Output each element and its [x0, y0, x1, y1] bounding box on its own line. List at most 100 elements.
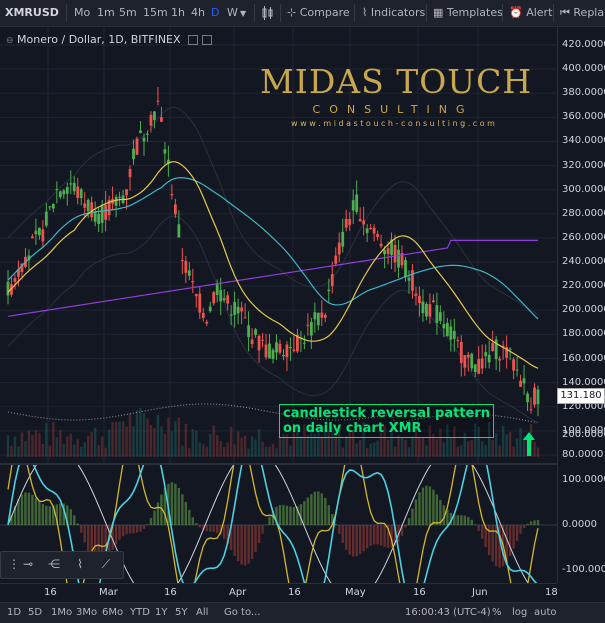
interval-15m[interactable]: 15m — [143, 6, 168, 19]
volume-bar — [411, 436, 413, 457]
volume-bar — [505, 434, 507, 457]
candle-body — [334, 256, 337, 264]
volume-bar — [160, 427, 162, 457]
volume-bar — [247, 449, 249, 457]
horizontal-line-icon[interactable]: ⊸ — [19, 555, 37, 573]
interval-5m[interactable]: 5m — [119, 6, 137, 19]
candle-body — [348, 219, 351, 225]
price-label: 160.0000 — [562, 353, 605, 364]
volume-bar — [150, 425, 152, 457]
volume-bar — [101, 436, 103, 457]
alert-icon: ⏰ — [509, 6, 523, 19]
range-5d-button[interactable]: 5D — [28, 607, 42, 618]
volume-bar — [31, 435, 33, 457]
time-axis[interactable]: 16 Mar 16 Apr 16 May 16 Jun 18 — [0, 583, 557, 602]
osc-histogram-bar — [519, 525, 521, 534]
range-1mo-button[interactable]: 1Mo — [51, 607, 72, 618]
templates-button[interactable]: ▦ Templates — [433, 6, 503, 19]
candle-body — [289, 347, 292, 348]
candle-body — [338, 243, 341, 255]
osc-histogram-bar — [122, 525, 124, 536]
volume-bar — [87, 436, 89, 457]
osc-histogram-bar — [425, 486, 427, 525]
volume-bar — [35, 430, 37, 457]
volume-bar — [404, 440, 406, 457]
volume-bar — [84, 442, 86, 457]
osc-histogram-bar — [349, 525, 351, 554]
percent-toggle[interactable]: % — [492, 607, 502, 618]
osc-histogram-bar — [268, 517, 270, 525]
alert-button[interactable]: ⏰ Alert — [509, 6, 552, 19]
pitchfork-icon[interactable]: ⋲ — [45, 555, 63, 573]
volume-bar — [139, 408, 141, 457]
volume-bar — [132, 426, 134, 457]
osc-histogram-bar — [157, 502, 159, 525]
volume-bar — [90, 432, 92, 457]
osc-histogram-bar — [192, 517, 194, 525]
candle-body — [272, 350, 275, 359]
last-price-tag: 131.180 — [557, 388, 605, 404]
indicators-button[interactable]: ⌇ Indicators — [362, 6, 425, 19]
symbol-search[interactable]: XMRUSD — [5, 6, 59, 19]
time-label: Apr — [229, 587, 246, 598]
candle-body — [394, 245, 397, 262]
volume-bar — [254, 440, 256, 457]
volume-bar — [7, 435, 9, 457]
range-ytd-button[interactable]: YTD — [130, 607, 150, 618]
interval-4h[interactable]: 4h — [191, 6, 205, 19]
replay-button[interactable]: ⏮ Repla — [560, 6, 604, 20]
legend-collapse-icon[interactable]: ⊖ — [6, 36, 14, 46]
log-toggle[interactable]: log — [512, 607, 527, 618]
trend-line-icon[interactable]: ⟋ — [97, 555, 115, 573]
interval-w[interactable]: W — [227, 6, 238, 19]
toolbar-divider — [280, 4, 281, 22]
candle-body — [516, 370, 519, 371]
price-label: 200.0000 — [562, 304, 605, 315]
volume-bar — [223, 447, 225, 457]
candle-body — [90, 202, 93, 217]
candle-body — [146, 134, 149, 135]
osc-histogram-bar — [362, 525, 364, 551]
candle-body — [244, 317, 247, 318]
volume-bar — [436, 439, 438, 457]
osc-histogram-bar — [139, 525, 141, 532]
interval-1m[interactable]: 1m — [97, 6, 115, 19]
chart-type-icon[interactable] — [262, 6, 274, 23]
range-3mo-button[interactable]: 3Mo — [76, 607, 97, 618]
range-5y-button[interactable]: 5Y — [175, 607, 187, 618]
range-6mo-button[interactable]: 6Mo — [102, 607, 123, 618]
candle-body — [7, 282, 10, 296]
volume-bar — [502, 426, 504, 457]
interval-d[interactable]: D — [211, 6, 219, 19]
range-all-button[interactable]: All — [196, 607, 208, 618]
candle-body — [268, 344, 271, 359]
osc-histogram-bar — [359, 525, 361, 554]
osc-histogram-bar — [286, 506, 288, 525]
volume-bar — [359, 440, 361, 457]
volume-bar — [97, 445, 99, 457]
osc-histogram-bar — [488, 525, 490, 555]
legend-visibility-icon[interactable] — [202, 35, 212, 45]
interval-mo[interactable]: Mo — [74, 6, 90, 19]
legend-settings-icon[interactable] — [188, 35, 198, 45]
interval-1h[interactable]: 1h — [171, 6, 185, 19]
range-1d-button[interactable]: 1D — [7, 607, 21, 618]
volume-bar — [261, 441, 263, 457]
volume-bar — [73, 445, 75, 457]
auto-toggle[interactable]: auto — [534, 607, 557, 618]
goto-button[interactable]: Go to... — [224, 607, 260, 618]
price-label: 400.0000 — [562, 63, 605, 74]
brush-icon[interactable]: ⌇ — [71, 555, 89, 573]
volume-bar — [237, 432, 239, 457]
interval-dropdown-icon[interactable]: ▼ — [240, 9, 246, 18]
volume-bar — [244, 436, 246, 457]
osc-histogram-bar — [516, 525, 518, 541]
volume-bar — [153, 428, 155, 457]
osc-histogram-bar — [307, 498, 309, 525]
range-1y-button[interactable]: 1Y — [155, 607, 167, 618]
clock-display: 16:00:43 (UTC-4) — [405, 607, 491, 618]
volume-bar — [209, 434, 211, 457]
volume-bar — [167, 418, 169, 457]
compare-button[interactable]: ⊹ Compare — [287, 6, 350, 19]
